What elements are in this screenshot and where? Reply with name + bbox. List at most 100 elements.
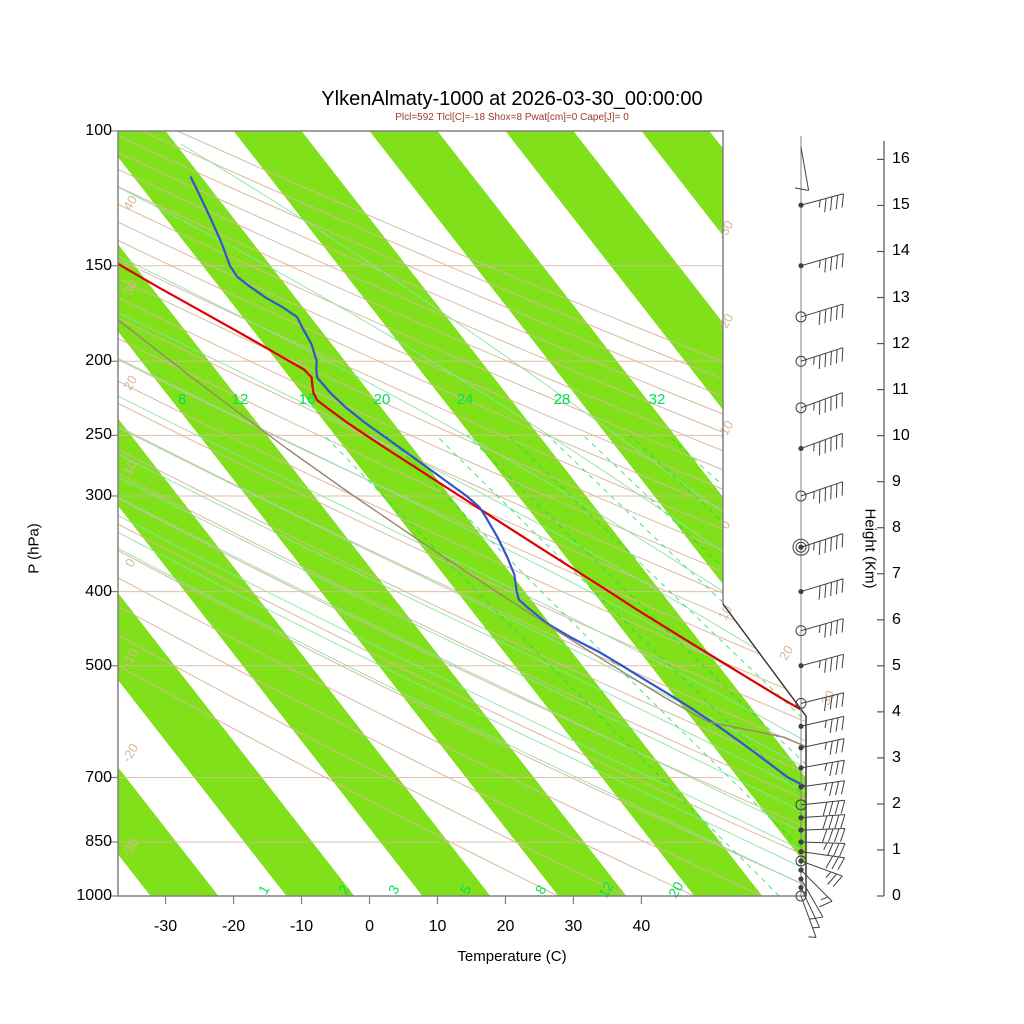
dry-adiabat <box>118 131 806 896</box>
barb-full <box>835 655 839 670</box>
barb-marker-ring <box>795 402 807 414</box>
barb-full <box>818 355 821 370</box>
moist-adiabat <box>118 143 806 896</box>
dry-adiabat <box>118 131 806 896</box>
barb-full <box>829 719 833 733</box>
barb-marker-dot <box>798 588 804 595</box>
barb-half <box>824 763 828 771</box>
wind-barb <box>798 780 846 797</box>
profile-parcel <box>118 176 806 855</box>
barb-full <box>840 800 846 814</box>
dry-adiabat <box>118 131 806 896</box>
barb-full <box>833 828 840 843</box>
barb-full <box>834 800 840 815</box>
barb-marker-ring <box>795 355 807 367</box>
barb-full <box>818 311 821 326</box>
dry-adiabat-label-right: 30 <box>818 688 838 708</box>
pressure-tick-label: 300 <box>85 486 112 504</box>
mixing-ratio-label-upper: 8 <box>178 391 186 408</box>
shade-band <box>369 131 806 896</box>
barb-full <box>828 815 834 829</box>
wind-barb <box>798 578 844 600</box>
barb-marker-dot <box>798 867 804 873</box>
temperature-tick-label: -30 <box>154 918 178 935</box>
height-tick-label: 9 <box>892 472 901 490</box>
barb-full <box>835 305 838 320</box>
wind-barb <box>798 867 833 908</box>
mixing-ratio-line <box>466 435 806 896</box>
barb-full <box>835 580 838 595</box>
barb-full <box>841 533 844 548</box>
barb-marker-dot <box>798 263 804 269</box>
wind-barb <box>798 715 845 733</box>
mixing-ratio-line <box>435 435 806 896</box>
barb-shaft <box>800 347 844 362</box>
barb-half <box>824 783 828 791</box>
moist-adiabat <box>118 143 806 896</box>
temperature-tick-label: 30 <box>564 918 583 935</box>
moist-adiabats <box>118 143 806 896</box>
mixing-ratio-label-upper: 24 <box>457 391 474 408</box>
barb-full <box>818 541 821 555</box>
barb-half <box>818 199 821 208</box>
barb-full <box>824 697 827 711</box>
height-axis <box>877 141 885 897</box>
moist-adiabat <box>118 143 806 896</box>
barb-full <box>822 801 828 816</box>
barb-marker-dot <box>798 876 804 882</box>
barb-full <box>830 582 833 597</box>
barb-marker-dot <box>798 723 804 729</box>
height-tick-label: 6 <box>892 610 901 628</box>
height-tick-label: 14 <box>892 242 910 260</box>
barb-shaft <box>800 851 845 859</box>
wind-barb <box>798 839 846 857</box>
barb-shaft <box>800 799 845 806</box>
barb-shaft <box>800 253 844 267</box>
wind-barb <box>798 653 844 673</box>
barb-half <box>818 260 821 268</box>
mixing-ratio-label-upper: 32 <box>649 391 666 408</box>
mixing-ratio-label-upper: 12 <box>232 391 249 408</box>
dry-adiabat-label-left: 20 <box>120 373 140 393</box>
pressure-tick-label: 1000 <box>76 887 112 904</box>
dry-adiabat <box>118 131 806 896</box>
barb-full <box>824 583 827 598</box>
barb-shaft <box>800 692 844 704</box>
barb-full <box>835 694 839 709</box>
barb-full <box>824 658 827 673</box>
barb-marker-ring <box>795 490 807 502</box>
height-tick-label: 16 <box>892 150 910 168</box>
wind-barb <box>795 890 817 938</box>
barb-full <box>837 857 846 871</box>
moist-adiabat <box>180 143 806 896</box>
barb-full <box>827 828 834 843</box>
barb-full <box>835 717 839 732</box>
barb-full <box>839 828 846 842</box>
barb-full <box>835 535 838 550</box>
mixing-ratio-label: 20 <box>665 879 687 901</box>
dry-adiabat <box>118 131 806 896</box>
pressure-tick-label: 200 <box>85 352 112 370</box>
barb-full <box>835 195 839 210</box>
barb-marker-ring <box>795 855 807 867</box>
moist-adiabat <box>118 143 806 896</box>
dry-adiabat <box>118 131 806 896</box>
barb-marker-dot <box>798 839 804 845</box>
wind-barb <box>795 303 844 326</box>
barb-shaft <box>800 887 821 928</box>
shade-band <box>505 131 806 896</box>
mixing-ratio-line <box>385 435 806 896</box>
barb-full <box>827 842 834 857</box>
barb-half <box>824 742 827 750</box>
barb-half <box>825 871 832 878</box>
height-tick-label: 3 <box>892 748 901 766</box>
barb-full <box>835 620 839 635</box>
wind-barb <box>795 392 843 415</box>
barb-marker-ring2 <box>792 538 810 556</box>
dry-adiabat-label-right: 10 <box>715 603 735 623</box>
barb-marker-dot <box>798 445 804 452</box>
temperature-tick-label: 20 <box>496 918 515 935</box>
shade-band <box>118 131 763 896</box>
barb-full <box>829 196 833 211</box>
